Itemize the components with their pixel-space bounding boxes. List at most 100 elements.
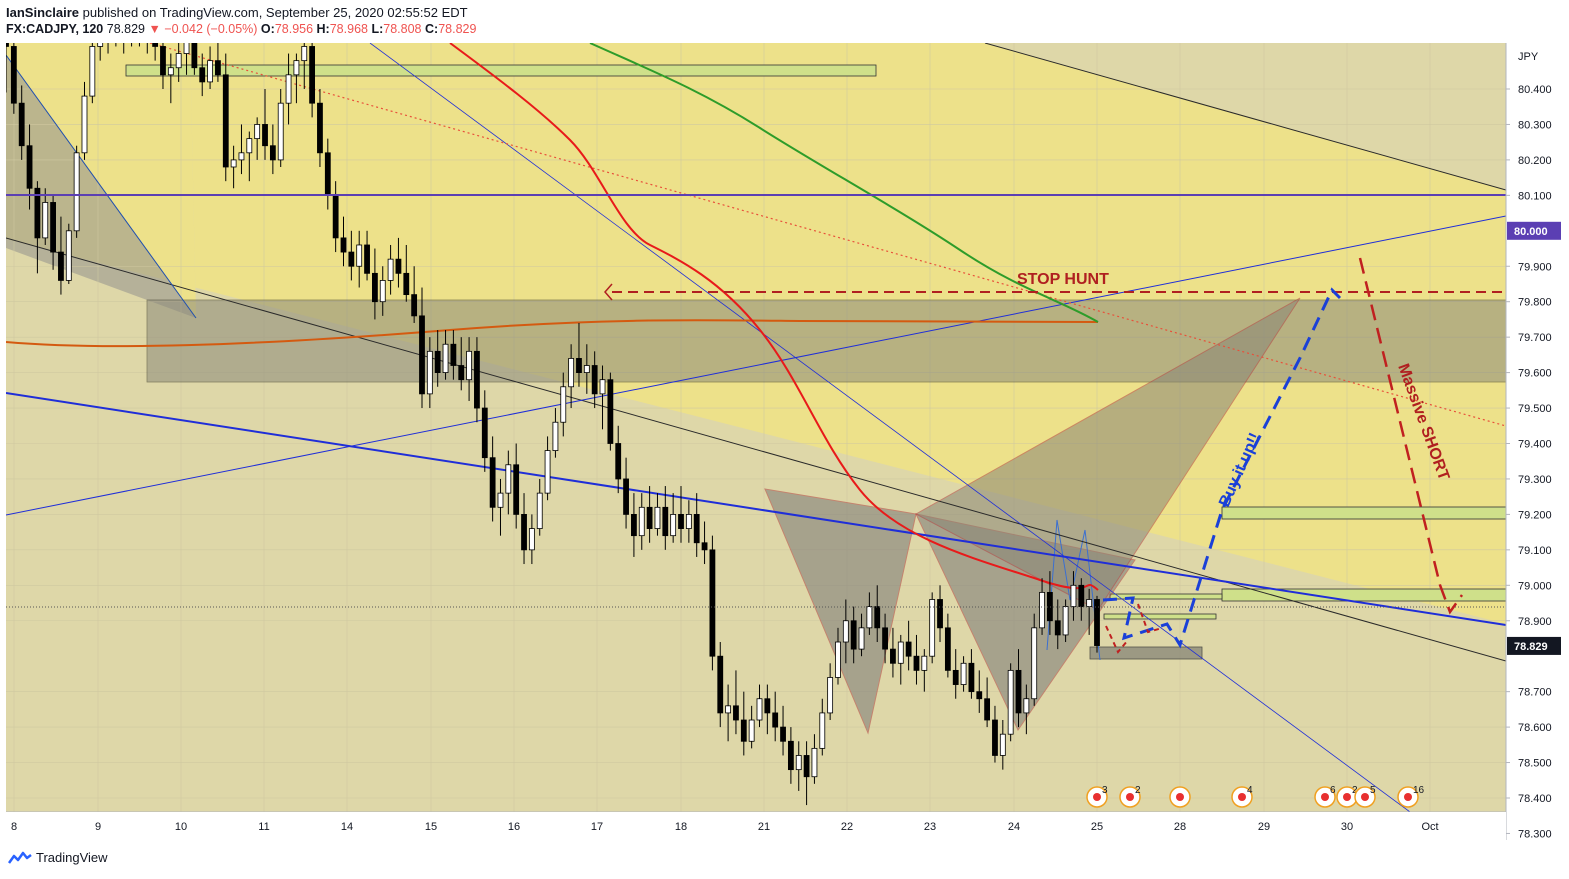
event-badge-count: 4 (1247, 785, 1253, 796)
brand-name[interactable]: TradingView (36, 850, 108, 865)
candle-up (129, 18, 134, 39)
candle-up (858, 627, 865, 650)
candle-up (685, 514, 692, 529)
candle-down (199, 67, 206, 83)
ema-green (589, 43, 1099, 323)
price-tick-label: 79.900 (1518, 261, 1552, 273)
candle-up (81, 95, 88, 154)
candle-up (1007, 669, 1014, 735)
candle-down (850, 620, 857, 650)
candle-up (960, 662, 967, 685)
candle-up (560, 386, 567, 423)
ohlc-high: H:78.968 (316, 22, 368, 36)
candle-up (183, 43, 190, 54)
symbol-label[interactable]: FX:CADJPY, 120 (6, 22, 104, 36)
candle-down (913, 655, 920, 671)
candle-down (340, 237, 347, 253)
time-tick-label: 15 (425, 821, 437, 833)
candle-down (6, 43, 9, 47)
target-zone-upper (1221, 506, 1506, 520)
candle-down (576, 358, 582, 374)
candle-down (772, 712, 779, 728)
candle-up (293, 60, 300, 76)
candle-up (238, 152, 245, 161)
price-tick-label: 79.300 (1518, 474, 1552, 486)
time-tick-label: 22 (841, 821, 853, 833)
candle-down (58, 251, 64, 281)
candle-down (1047, 591, 1053, 622)
candle-up (73, 152, 80, 232)
event-badge-count: 2 (1352, 785, 1358, 796)
candle-down (662, 506, 669, 537)
footer: TradingView (8, 850, 108, 865)
candle-down (121, 18, 126, 39)
candle-up (638, 506, 645, 537)
candle-down (364, 244, 370, 274)
candle-up (65, 230, 72, 281)
candle-up (167, 67, 174, 76)
candle-up (725, 705, 732, 714)
event-badge-dot (1361, 793, 1369, 801)
candle-down (106, 25, 111, 39)
candle-up (175, 53, 182, 69)
time-tick-label: 9 (95, 821, 101, 833)
time-tick-label: 23 (924, 821, 936, 833)
target-zone-lower (1221, 588, 1506, 602)
candle-down (489, 457, 496, 508)
candle-down (678, 514, 684, 529)
price-tick-label: 79.400 (1518, 439, 1552, 451)
candle-down (717, 655, 724, 714)
small-red-path-1 (1105, 625, 1129, 654)
candlestick-series (6, 18, 1100, 806)
candle-up (552, 421, 559, 451)
candle-down (309, 46, 316, 104)
candle-up (254, 124, 261, 140)
candle-down (780, 726, 786, 742)
time-tick-label: 16 (508, 821, 520, 833)
last-price-header: 78.829 (106, 22, 145, 36)
candle-up (301, 46, 308, 62)
candle-down (215, 60, 221, 76)
candle-up (544, 450, 551, 494)
candle-up (827, 677, 834, 714)
price-tick-label: 79.000 (1518, 580, 1552, 592)
candle-down (317, 102, 323, 154)
author-name[interactable]: IanSinclaire (6, 5, 79, 20)
candle-down (623, 478, 629, 515)
candle-down (615, 443, 622, 480)
candle-down (1094, 599, 1100, 646)
candle-up (670, 514, 677, 537)
candle-up (929, 599, 936, 657)
candle-down (269, 145, 276, 161)
event-badges[interactable]: 3 2 4 6 2 5 16 (1086, 785, 1425, 808)
candle-down (882, 627, 888, 650)
candle-up (748, 719, 755, 742)
candle-down (458, 365, 465, 381)
time-axis[interactable] (6, 812, 1506, 840)
time-tick-label: 11 (258, 821, 269, 833)
price-tick-label: 79.100 (1518, 545, 1552, 557)
candle-down (513, 464, 520, 515)
candle-down (701, 542, 708, 551)
candle-up (866, 606, 873, 629)
candle-down (591, 365, 598, 395)
price-tick-label: 78.400 (1518, 793, 1552, 805)
price-tick-label: 78.600 (1518, 722, 1552, 734)
candle-down (222, 74, 229, 168)
candle-up (897, 641, 904, 664)
price-axis[interactable]: 80.400 80.300 80.200 80.100 79.900 79.800 79.7… (1506, 84, 1561, 840)
candle-up (277, 102, 284, 161)
price-tag-label: 80.000 (1514, 226, 1548, 238)
pattern-projection (914, 297, 1301, 611)
candle-down (787, 740, 794, 771)
candle-down (411, 294, 418, 317)
candle-down (419, 315, 425, 395)
candle-up (89, 46, 96, 97)
price-tick-label: 79.600 (1518, 368, 1552, 380)
candle-down (371, 272, 378, 303)
event-badge-dot (1343, 793, 1351, 801)
candle-up (1070, 584, 1077, 607)
candle-down (890, 648, 896, 664)
candle-up (356, 244, 363, 267)
